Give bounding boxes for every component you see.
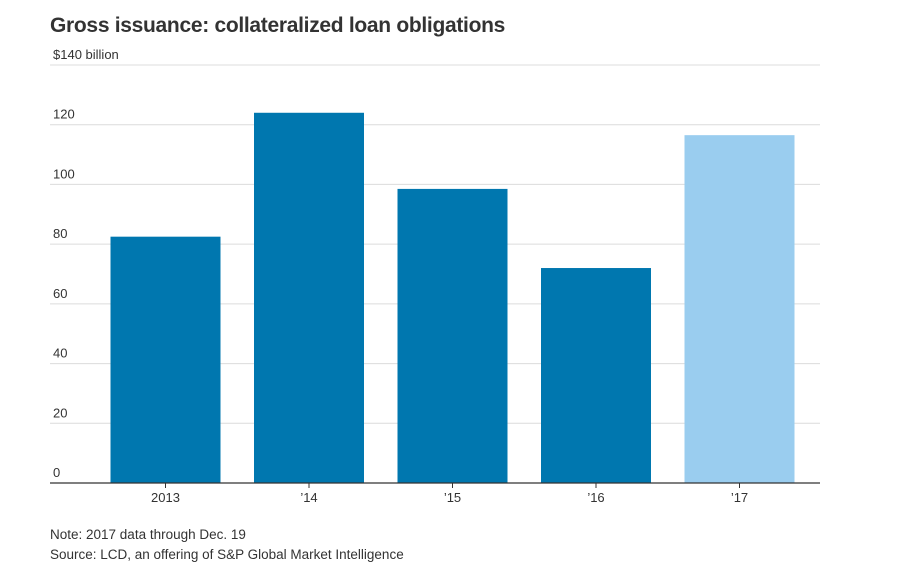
bar	[254, 112, 364, 484]
bars	[110, 112, 795, 484]
y-tick-label: $140 billion	[53, 47, 119, 62]
y-tick-label: 20	[53, 405, 67, 420]
x-tick-label: ’15	[444, 490, 461, 505]
chart-title: Gross issuance: collateralized loan obli…	[50, 14, 506, 37]
bar	[684, 135, 795, 483]
y-tick-label: 120	[53, 107, 75, 122]
chart-source: Source: LCD, an offering of S&P Global M…	[50, 547, 404, 562]
y-tick-label: 0	[53, 465, 60, 480]
x-tick-label: ’14	[300, 490, 317, 505]
y-tick-label: 100	[53, 166, 75, 181]
y-tick-label: 60	[53, 286, 67, 301]
bar	[541, 268, 651, 483]
x-tick-label: ’17	[731, 490, 748, 505]
x-tick-label: 2013	[151, 490, 180, 505]
x-axis: 2013 ’14 ’15 ’16 ’17	[50, 482, 820, 505]
y-tick-label: 80	[53, 226, 67, 241]
bar-chart: 0 20 40 60 80 100 120 $140 billion 2013 ’14 ’15 ’1…	[50, 47, 820, 505]
bar	[110, 236, 221, 483]
chart-footer: Note: 2017 data through Dec. 19 Source: …	[50, 525, 404, 565]
bar	[397, 188, 508, 483]
x-tick-label: ’16	[587, 490, 604, 505]
chart-note: Note: 2017 data through Dec. 19	[50, 527, 246, 542]
y-tick-label: 40	[53, 346, 67, 361]
